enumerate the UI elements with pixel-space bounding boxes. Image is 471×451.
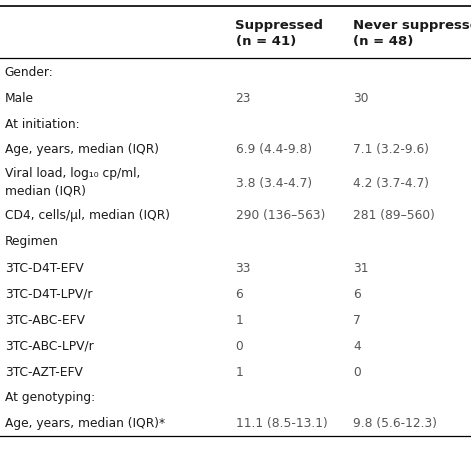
Text: Regimen: Regimen — [5, 235, 58, 248]
Text: 0: 0 — [236, 339, 243, 352]
Text: 6.9 (4.4-9.8): 6.9 (4.4-9.8) — [236, 143, 312, 156]
Text: Age, years, median (IQR): Age, years, median (IQR) — [5, 143, 159, 156]
Text: 3TC-D4T-EFV: 3TC-D4T-EFV — [5, 261, 83, 274]
Text: 4.2 (3.7-4.7): 4.2 (3.7-4.7) — [353, 176, 429, 189]
Text: Suppressed
(n = 41): Suppressed (n = 41) — [236, 18, 324, 47]
Text: 11.1 (8.5-13.1): 11.1 (8.5-13.1) — [236, 417, 327, 429]
Text: 6: 6 — [236, 287, 243, 300]
Text: 6: 6 — [353, 287, 361, 300]
Text: At initiation:: At initiation: — [5, 117, 79, 130]
Text: 3TC-ABC-EFV: 3TC-ABC-EFV — [5, 313, 85, 326]
Text: 4: 4 — [353, 339, 361, 352]
Text: 3.8 (3.4-4.7): 3.8 (3.4-4.7) — [236, 176, 312, 189]
Text: 281 (89–560): 281 (89–560) — [353, 209, 435, 222]
Text: Viral load, log₁₀ cp/ml,
median (IQR): Viral load, log₁₀ cp/ml, median (IQR) — [5, 166, 140, 197]
Text: 3TC-D4T-LPV/r: 3TC-D4T-LPV/r — [5, 287, 92, 300]
Text: Male: Male — [5, 91, 34, 104]
Text: Age, years, median (IQR)*: Age, years, median (IQR)* — [5, 417, 165, 429]
Text: 7.1 (3.2-9.6): 7.1 (3.2-9.6) — [353, 143, 429, 156]
Text: Gender:: Gender: — [5, 65, 54, 78]
Text: 1: 1 — [236, 313, 243, 326]
Text: CD4, cells/μl, median (IQR): CD4, cells/μl, median (IQR) — [5, 209, 170, 222]
Text: 3TC-AZT-EFV: 3TC-AZT-EFV — [5, 365, 82, 377]
Text: At genotyping:: At genotyping: — [5, 391, 95, 404]
Text: 31: 31 — [353, 261, 369, 274]
Text: 1: 1 — [236, 365, 243, 377]
Text: Never suppressed
(n = 48): Never suppressed (n = 48) — [353, 18, 471, 47]
Text: 23: 23 — [236, 91, 251, 104]
Text: 7: 7 — [353, 313, 361, 326]
Text: 0: 0 — [353, 365, 361, 377]
Text: 3TC-ABC-LPV/r: 3TC-ABC-LPV/r — [5, 339, 93, 352]
Text: 30: 30 — [353, 91, 369, 104]
Text: 290 (136–563): 290 (136–563) — [236, 209, 325, 222]
Text: 33: 33 — [236, 261, 251, 274]
Text: 9.8 (5.6-12.3): 9.8 (5.6-12.3) — [353, 417, 437, 429]
